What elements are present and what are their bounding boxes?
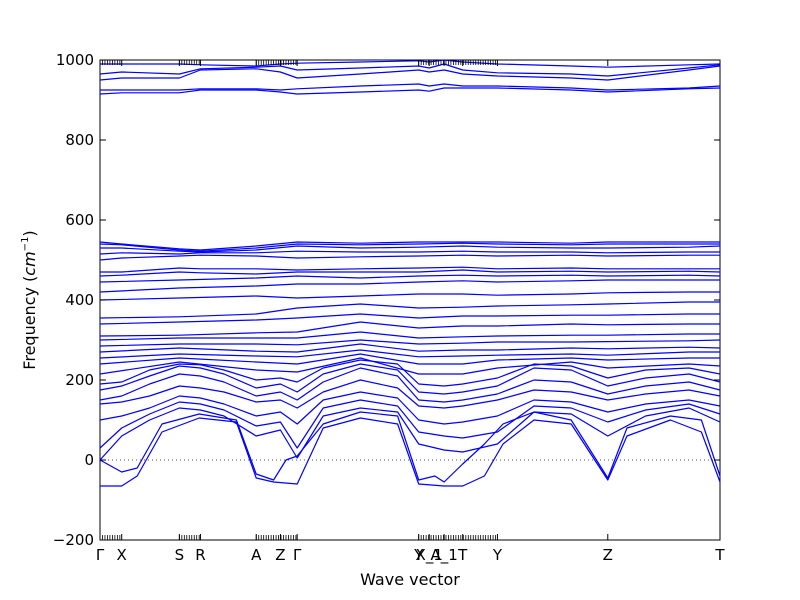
y-tick-label: 600 bbox=[65, 211, 94, 229]
y-tick-label: 400 bbox=[65, 291, 94, 309]
y-axis-label-unit: cm bbox=[20, 251, 39, 275]
band-line-29 bbox=[99, 87, 721, 95]
tick-marks bbox=[99, 59, 721, 541]
band-line-24 bbox=[99, 254, 720, 261]
band-line-27 bbox=[99, 242, 720, 252]
x-tick-label: S bbox=[175, 546, 185, 564]
y-axis-label-unit-exp: −1 bbox=[20, 237, 31, 252]
band-line-22 bbox=[99, 269, 721, 277]
x-tick-label: Γ bbox=[96, 546, 105, 564]
band-line-1 bbox=[100, 417, 721, 487]
band-line-14 bbox=[99, 339, 721, 347]
y-axis-label-text: Frequency bbox=[20, 287, 39, 370]
band-line-18 bbox=[99, 301, 720, 319]
band-line-17 bbox=[99, 313, 720, 325]
band-line-11 bbox=[99, 353, 720, 365]
band-line-4 bbox=[99, 399, 721, 449]
band-line-19 bbox=[99, 291, 720, 301]
band-line-23 bbox=[100, 266, 720, 273]
band-line-7 bbox=[99, 367, 721, 403]
band-line-15 bbox=[99, 331, 720, 341]
x-tick-label: R bbox=[195, 546, 205, 564]
band-line-31 bbox=[99, 65, 721, 81]
band-line-9 bbox=[99, 359, 721, 387]
band-line-28 bbox=[99, 241, 720, 251]
series-lines bbox=[99, 59, 721, 487]
x-tick-label: Z bbox=[603, 546, 613, 564]
x-tick-label: T bbox=[457, 546, 468, 564]
band-line-2 bbox=[99, 411, 721, 483]
band-line-13 bbox=[99, 343, 721, 353]
y-tick-label: 1000 bbox=[56, 51, 94, 69]
x-tick-label: Y bbox=[492, 546, 503, 564]
x-tick-label: T bbox=[714, 546, 725, 564]
band-line-26 bbox=[100, 245, 721, 253]
band-line-5 bbox=[99, 391, 721, 425]
y-axis-label-paren-close: ) bbox=[20, 230, 39, 236]
y-tick-label: 800 bbox=[65, 131, 94, 149]
band-line-20 bbox=[99, 279, 720, 293]
band-line-16 bbox=[99, 321, 720, 337]
band-line-3 bbox=[99, 407, 721, 461]
band-line-8 bbox=[99, 363, 721, 395]
band-line-12 bbox=[99, 349, 720, 359]
band-line-25 bbox=[99, 250, 720, 255]
x-tick-label: X_1 bbox=[416, 546, 443, 565]
y-tick-label: −200 bbox=[53, 531, 94, 549]
axes bbox=[99, 59, 721, 541]
y-axis-label-paren-open: ( bbox=[20, 276, 39, 287]
y-axis-label: Frequency (cm−1) bbox=[20, 230, 39, 369]
x-tick-label: Y bbox=[413, 546, 424, 564]
band-line-10 bbox=[99, 357, 721, 375]
y-tick-label: 0 bbox=[84, 451, 94, 469]
x-tick-label: Z bbox=[275, 546, 285, 564]
band-line-30 bbox=[100, 83, 721, 91]
band-line-21 bbox=[99, 274, 721, 283]
band-line-6 bbox=[99, 379, 721, 409]
x-tick-label: A_1 bbox=[430, 546, 457, 565]
x-tick-label: Γ bbox=[293, 546, 302, 564]
x-tick-label: X bbox=[117, 546, 127, 564]
plot-frame bbox=[99, 59, 721, 541]
x-tick-label: A bbox=[251, 546, 262, 564]
x-axis-label: Wave vector bbox=[360, 570, 460, 589]
y-tick-label: 200 bbox=[65, 371, 94, 389]
